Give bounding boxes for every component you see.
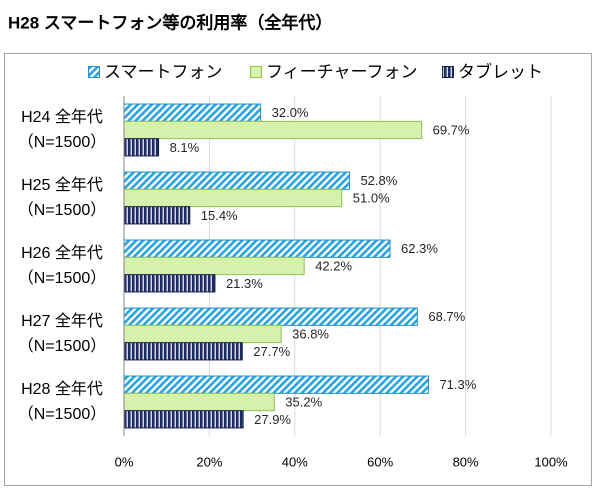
legend-swatch-tablet xyxy=(443,67,454,78)
data-label-feature-phone-0: 69.7% xyxy=(433,123,470,138)
bar-feature-phone-2 xyxy=(124,257,304,274)
category-label-4: H28 全年代 xyxy=(21,380,103,398)
chart-title: H28 スマートフォン等の利用率（全年代） xyxy=(8,13,332,33)
bar-smartphone-3 xyxy=(124,308,417,325)
category-sample-size-2: （N=1500） xyxy=(18,269,107,287)
data-label-tablet-0: 8.1% xyxy=(170,140,200,155)
data-label-tablet-4: 27.9% xyxy=(254,412,291,427)
bar-tablet-4 xyxy=(124,411,243,428)
legend-swatch-smartphone xyxy=(89,67,100,78)
bar-smartphone-2 xyxy=(124,240,390,257)
legend-label-feature-phone: フィーチャーフォン xyxy=(266,63,417,82)
data-label-smartphone-0: 32.0% xyxy=(272,105,309,120)
bar-tablet-3 xyxy=(124,343,242,360)
bar-tablet-2 xyxy=(124,275,215,292)
bar-tablet-0 xyxy=(124,139,159,156)
legend-swatch-feature-phone xyxy=(251,67,262,78)
category-label-3: H27 全年代 xyxy=(21,312,103,330)
legend: スマートフォン フィーチャーフォン タブレット xyxy=(89,62,544,82)
legend-label-tablet: タブレット xyxy=(458,62,543,82)
data-label-tablet-1: 15.4% xyxy=(201,208,238,223)
legend-item-feature-phone: フィーチャーフォン xyxy=(251,63,418,82)
data-label-smartphone-1: 52.8% xyxy=(360,173,397,188)
data-label-smartphone-4: 71.3% xyxy=(439,377,476,392)
category-sample-size-1: （N=1500） xyxy=(18,201,107,219)
x-tick-label-2: 40% xyxy=(282,455,308,470)
data-label-feature-phone-2: 42.2% xyxy=(315,259,352,274)
bar-tablet-1 xyxy=(124,207,190,224)
data-label-feature-phone-3: 36.8% xyxy=(292,327,329,342)
legend-item-tablet: タブレット xyxy=(443,62,544,82)
bar-smartphone-0 xyxy=(124,104,261,121)
data-label-feature-phone-1: 51.0% xyxy=(353,191,390,206)
bar-smartphone-4 xyxy=(124,376,428,393)
category-label-0: H24 全年代 xyxy=(21,108,103,126)
bar-feature-phone-4 xyxy=(124,393,274,410)
x-tick-label-1: 20% xyxy=(196,455,222,470)
data-label-feature-phone-4: 35.2% xyxy=(285,395,322,410)
data-label-smartphone-3: 68.7% xyxy=(428,309,465,324)
data-label-tablet-3: 27.7% xyxy=(253,344,290,359)
bar-feature-phone-0 xyxy=(124,121,422,138)
legend-item-smartphone: スマートフォン xyxy=(89,63,223,82)
chart: H28 スマートフォン等の利用率（全年代） スマートフォン フィーチャーフォン タブ… xyxy=(0,0,600,492)
bar-feature-phone-3 xyxy=(124,325,281,342)
category-sample-size-0: （N=1500） xyxy=(18,133,107,151)
bar-feature-phone-1 xyxy=(124,189,342,206)
category-label-2: H26 全年代 xyxy=(21,244,103,262)
bar-smartphone-1 xyxy=(124,172,349,189)
x-tick-label-0: 0% xyxy=(115,455,134,470)
legend-label-smartphone: スマートフォン xyxy=(104,63,223,82)
x-tick-label-4: 80% xyxy=(453,455,479,470)
x-tick-label-5: 100% xyxy=(534,455,568,470)
x-tick-label-3: 60% xyxy=(367,455,393,470)
category-sample-size-3: （N=1500） xyxy=(18,337,107,355)
category-label-1: H25 全年代 xyxy=(21,176,103,194)
category-sample-size-4: （N=1500） xyxy=(18,405,107,423)
data-label-tablet-2: 21.3% xyxy=(226,276,263,291)
data-label-smartphone-2: 62.3% xyxy=(401,241,438,256)
